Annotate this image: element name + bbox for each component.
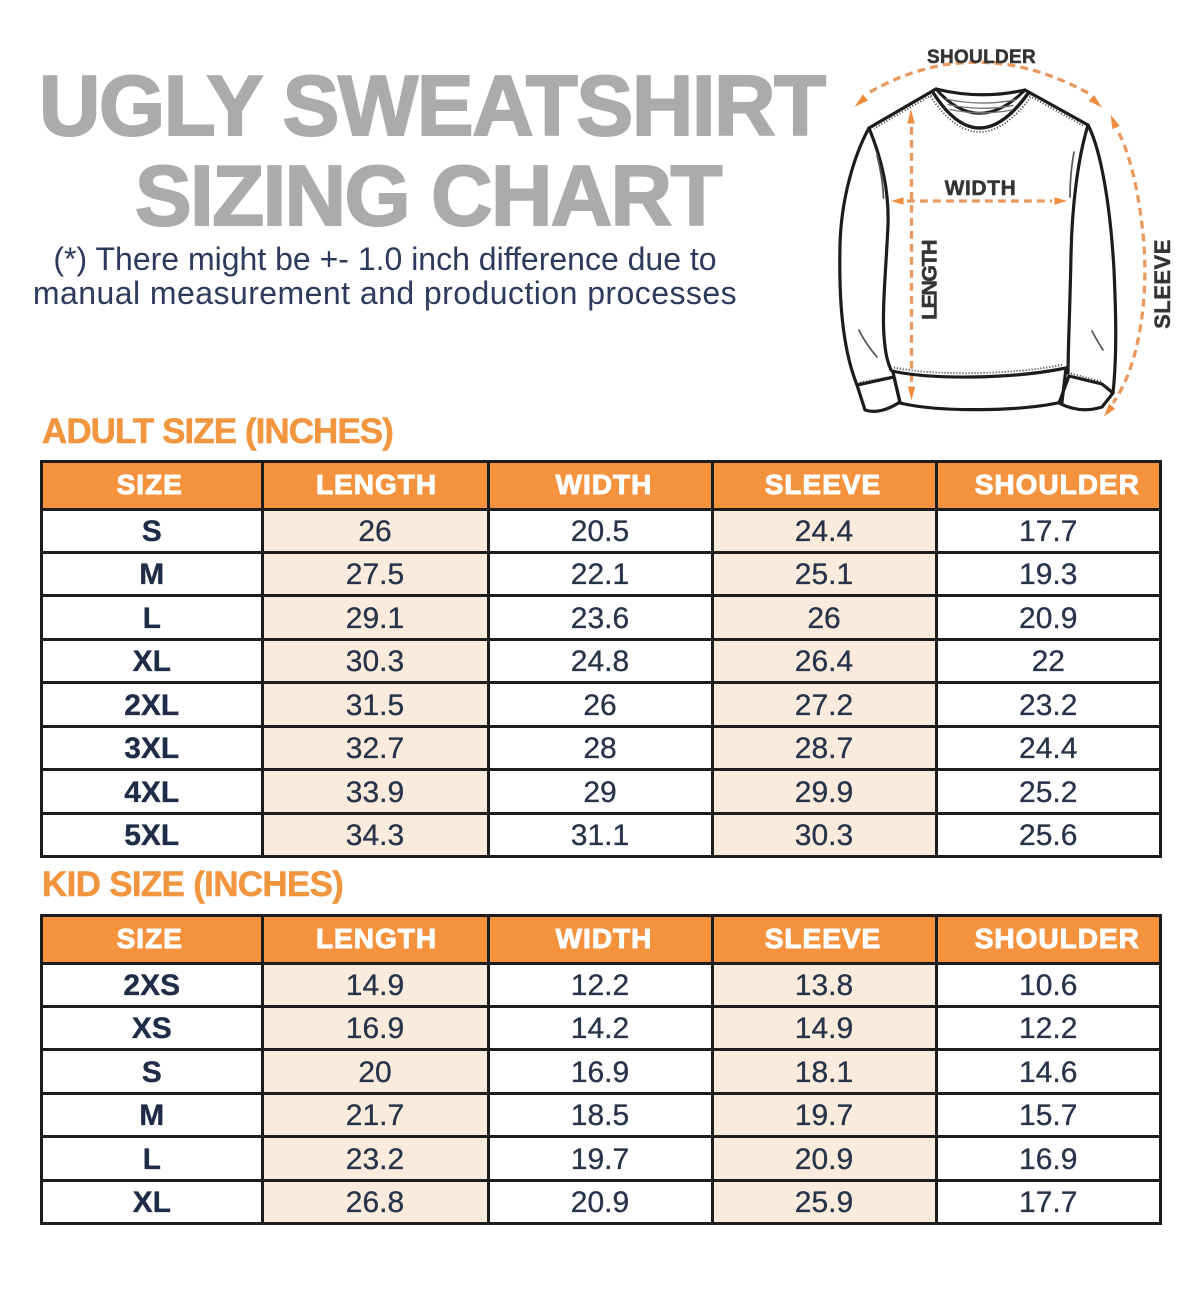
svg-text:SHOULDER: SHOULDER (927, 47, 1036, 68)
svg-text:SLEEVE: SLEEVE (1150, 239, 1175, 329)
svg-text:LENGTH: LENGTH (918, 240, 942, 320)
svg-text:WIDTH: WIDTH (945, 177, 1017, 200)
